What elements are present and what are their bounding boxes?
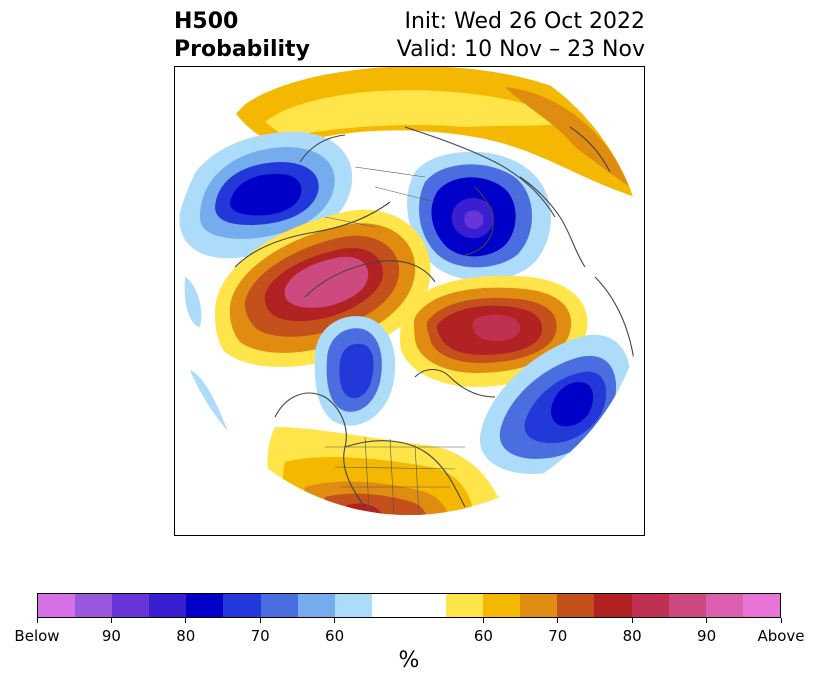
colorbar bbox=[37, 593, 781, 618]
colorbar-segment bbox=[668, 594, 706, 617]
colorbar-tick-label: 80 bbox=[176, 627, 196, 645]
colorbar-segment bbox=[297, 594, 335, 617]
colorbar-tick-mark bbox=[36, 618, 38, 623]
colorbar-tick-label: 70 bbox=[250, 627, 270, 645]
date-info: Init: Wed 26 Oct 2022 Valid: 10 Nov – 23… bbox=[397, 8, 645, 64]
init-label: Init: Wed 26 Oct 2022 bbox=[404, 9, 645, 34]
colorbar-segment bbox=[371, 594, 409, 617]
above-atlantic-patch bbox=[475, 495, 525, 515]
title-line-1: H500 bbox=[174, 9, 239, 34]
colorbar-tick-label: 80 bbox=[622, 627, 642, 645]
colorbar-tick-mark bbox=[631, 618, 633, 623]
colorbar-segment bbox=[38, 594, 76, 617]
below-asia bbox=[179, 131, 353, 259]
colorbar-segment bbox=[446, 594, 484, 617]
below-arctic bbox=[407, 151, 552, 281]
valid-label: Valid: 10 Nov – 23 Nov bbox=[396, 37, 645, 62]
colorbar-segment bbox=[742, 594, 780, 617]
colorbar-segment bbox=[186, 594, 224, 617]
colorbar-tick-label: Below bbox=[14, 627, 60, 645]
colorbar-tick-mark bbox=[259, 618, 261, 623]
map-panel bbox=[174, 66, 645, 536]
colorbar-tick-mark bbox=[557, 618, 559, 623]
colorbar-segment bbox=[112, 594, 150, 617]
colorbar-segment bbox=[631, 594, 669, 617]
coastlines bbox=[234, 126, 636, 508]
colorbar-tick-mark bbox=[334, 618, 336, 623]
colorbar-segment bbox=[334, 594, 372, 617]
title-line-2: Probability bbox=[174, 37, 310, 62]
colorbar-tick-label: 90 bbox=[101, 627, 121, 645]
colorbar-segment bbox=[483, 594, 521, 617]
colorbar-segment bbox=[75, 594, 113, 617]
probability-map bbox=[175, 67, 644, 515]
colorbar-tick-mark bbox=[110, 618, 112, 623]
colorbar-segment bbox=[408, 594, 447, 617]
colorbar-segment bbox=[594, 594, 632, 617]
below-pacific-coast bbox=[314, 316, 396, 426]
above-alaska-arctic bbox=[400, 275, 588, 387]
colorbar-tick-mark bbox=[780, 618, 782, 623]
colorbar-segment bbox=[557, 594, 595, 617]
colorbar-tick-label: 90 bbox=[697, 627, 717, 645]
colorbar-segment bbox=[260, 594, 298, 617]
colorbar-tick-label: Above bbox=[757, 627, 805, 645]
colorbar-segment bbox=[223, 594, 261, 617]
colorbar-tick-mark bbox=[706, 618, 708, 623]
colorbar-segment bbox=[705, 594, 743, 617]
colorbar-segment bbox=[520, 594, 558, 617]
map-title: H500 Probability bbox=[174, 8, 310, 64]
colorbar-tick-label: 60 bbox=[473, 627, 493, 645]
colorbar-tick-label: 70 bbox=[548, 627, 568, 645]
colorbar-tick-mark bbox=[185, 618, 187, 623]
colorbar-tick-label: 60 bbox=[325, 627, 345, 645]
colorbar-segment bbox=[149, 594, 187, 617]
above-northern-rim bbox=[235, 67, 635, 197]
colorbar-tick-mark bbox=[482, 618, 484, 623]
colorbar-unit-label: % bbox=[398, 648, 420, 673]
